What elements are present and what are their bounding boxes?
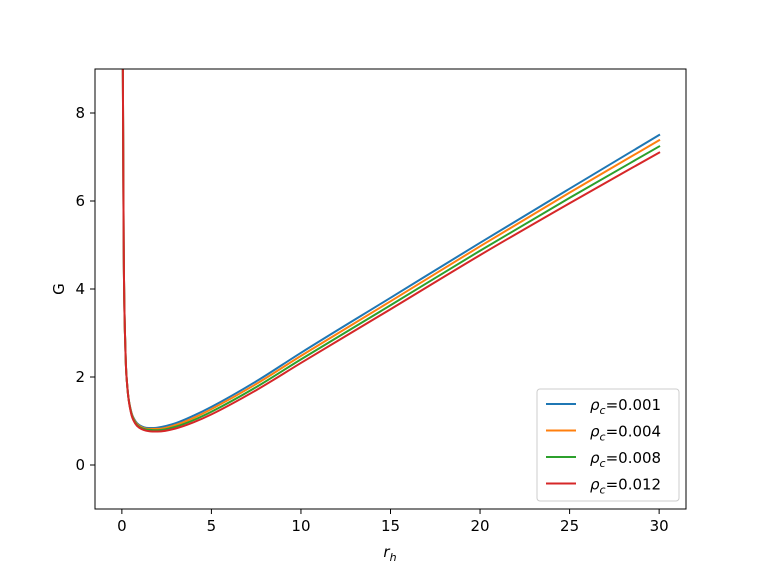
x-tick-label: 15 [381, 517, 400, 535]
series-layer [121, 69, 661, 433]
x-axis-label: rh [383, 543, 396, 564]
x-tick-label: 5 [207, 517, 217, 535]
x-tick-label: 0 [117, 517, 127, 535]
y-axis-ticks: 0 2 4 6 8 [75, 104, 95, 474]
legend-label-2: ρc=0.004 [590, 423, 661, 444]
series-line-4 [121, 69, 661, 433]
legend-label-1: ρc=0.001 [590, 396, 661, 417]
legend-box [536, 388, 680, 502]
x-axis-ticks: 0 5 10 15 20 25 30 [117, 509, 669, 535]
y-tick-label: 2 [75, 368, 85, 386]
legend: ρc=0.001 ρc=0.004 ρc=0.008 ρc=0.012 [536, 388, 680, 502]
x-tick-label: 25 [560, 517, 579, 535]
y-tick-label: 8 [75, 104, 85, 122]
legend-entries: ρc=0.001 ρc=0.004 ρc=0.008 ρc=0.012 [546, 396, 661, 497]
y-tick-label: 6 [75, 192, 85, 210]
x-tick-label: 30 [650, 517, 669, 535]
x-tick-label: 20 [470, 517, 489, 535]
y-axis-label: G [50, 283, 68, 295]
y-tick-label: 4 [75, 280, 85, 298]
x-tick-label: 10 [291, 517, 310, 535]
y-tick-label: 0 [75, 456, 85, 474]
legend-label-4: ρc=0.012 [590, 476, 661, 497]
legend-label-3: ρc=0.008 [590, 449, 661, 470]
